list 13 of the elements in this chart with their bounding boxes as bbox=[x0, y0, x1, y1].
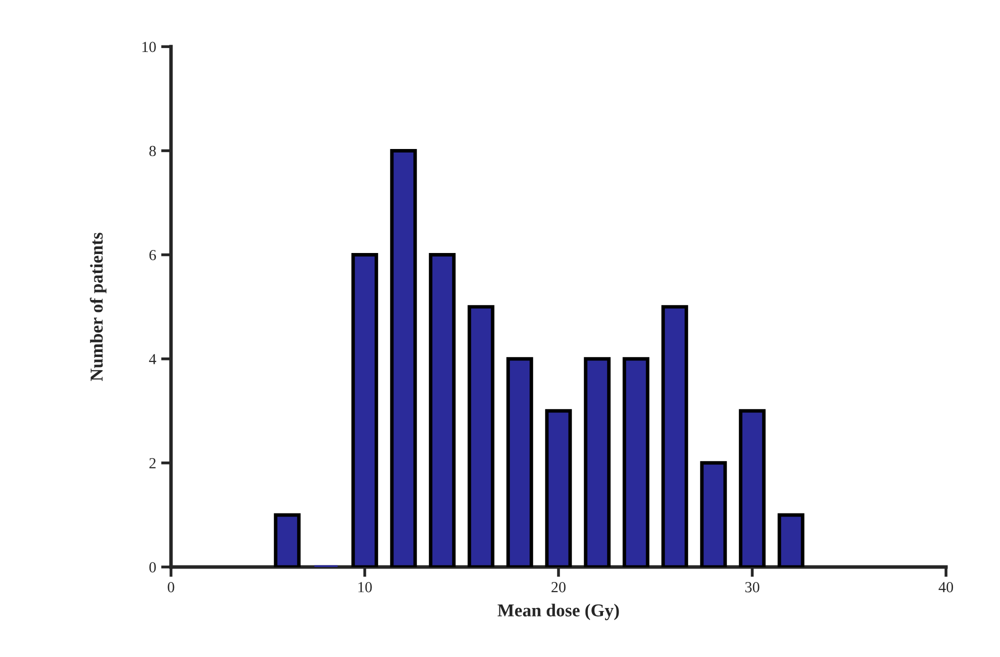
x-tick-label: 0 bbox=[168, 582, 174, 592]
y-tick-label: 6 bbox=[149, 250, 156, 260]
x-tick-label: 40 bbox=[938, 582, 954, 592]
x-tick-label: 10 bbox=[358, 582, 372, 592]
y-tick-label: 0 bbox=[149, 562, 156, 572]
y-tick-label: 10 bbox=[142, 42, 156, 52]
y-tick-label: 2 bbox=[149, 458, 156, 468]
y-axis-title: Number of patients bbox=[90, 232, 106, 382]
y-tick-label: 8 bbox=[149, 146, 156, 156]
x-tick-label: 20 bbox=[552, 582, 566, 592]
x-axis-title: Mean dose (Gy) bbox=[498, 604, 619, 620]
y-tick-label: 4 bbox=[149, 354, 156, 364]
x-tick-label: 30 bbox=[745, 582, 760, 592]
